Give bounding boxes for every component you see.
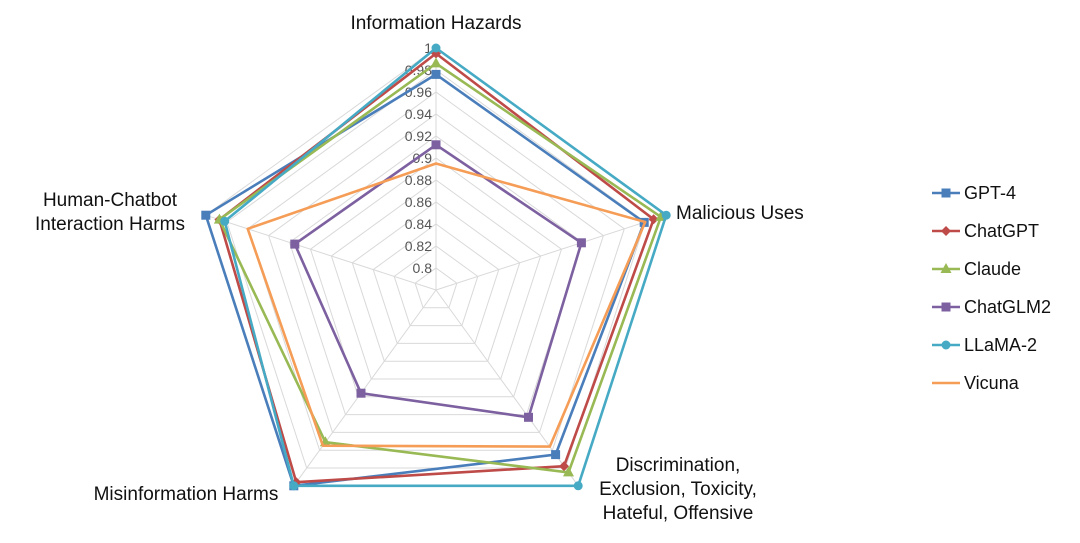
data-point [941,188,951,198]
legend-item: Claude [932,259,1021,279]
legend: GPT-4 ChatGPT Claude ChatGLM2 LLaMA-2 Vicuna [932,183,1051,393]
series-layer [201,43,671,491]
data-point [290,239,300,249]
data-point [201,210,211,220]
tick-label: 0.88 [405,172,432,188]
legend-label: LLaMA-2 [964,335,1037,355]
data-point [356,388,366,398]
grid-ring [309,157,563,398]
axis-label: Malicious Uses [676,203,804,224]
axis-label: Discrimination, Exclusion, Toxicity, Hatef… [599,455,757,524]
tick-label: 1 [424,40,432,56]
data-point [941,302,951,312]
series-line [293,143,583,419]
series-line [223,46,668,488]
tick-label: 0.86 [405,194,432,210]
data-point [431,43,441,53]
grid-ring [330,179,542,380]
series-line [218,62,663,474]
radar-grid [205,47,667,487]
tick-label: 0.94 [405,106,432,122]
axis-label: Misinformation Harms [94,484,279,505]
data-point [940,263,952,273]
series-line [246,162,647,448]
legend-label: ChatGLM2 [964,297,1051,317]
legend-label: ChatGPT [964,221,1039,241]
data-point [431,140,441,150]
data-point [220,216,230,226]
data-point [941,340,951,350]
axis-label: Human-Chatbot Interaction Harms [35,190,185,235]
grid-ring [372,223,500,344]
data-point [430,57,442,68]
data-point [648,214,659,225]
tick-label: 0.8 [413,260,433,276]
legend-item: Vicuna [932,373,1020,393]
grid-ring [414,267,458,309]
data-point [563,466,574,477]
data-point [559,461,569,472]
tick-label: 0.84 [405,216,432,232]
legend-item: LLaMA-2 [932,335,1037,355]
series-vicuna [246,162,647,448]
tick-label: 0.82 [405,238,432,254]
data-point [941,226,951,236]
legend-item: ChatGLM2 [932,297,1051,317]
axis-labels: Information Hazards Malicious Uses Discrim… [35,13,804,524]
legend-item: GPT-4 [932,183,1016,203]
series-line [204,73,646,488]
data-point [573,481,583,491]
grid-ring [288,135,584,416]
tick-label: 0.92 [405,128,432,144]
legend-label: Claude [964,259,1021,279]
series-chatglm2 [290,140,586,422]
series-claude [213,57,667,477]
series-llama-2 [220,43,671,491]
data-point [551,450,561,460]
grid-ring [268,113,604,433]
legend-item: ChatGPT [932,221,1039,241]
grid-ring [351,201,521,362]
data-point [661,210,671,220]
data-point [289,481,299,491]
grid-spoke [205,214,437,291]
data-point [576,238,586,248]
tick-label: 0.98 [405,62,432,78]
axis-label: Information Hazards [350,13,521,34]
series-line [218,52,655,484]
tick-label: 0.9 [413,150,433,166]
data-point [524,412,533,422]
grid-spoke [435,214,667,291]
legend-label: GPT-4 [964,183,1016,203]
grid-ring [393,245,479,327]
data-point [431,69,441,79]
legend-label: Vicuna [964,373,1020,393]
grid-ring [247,91,625,451]
grid-spoke [293,289,437,487]
